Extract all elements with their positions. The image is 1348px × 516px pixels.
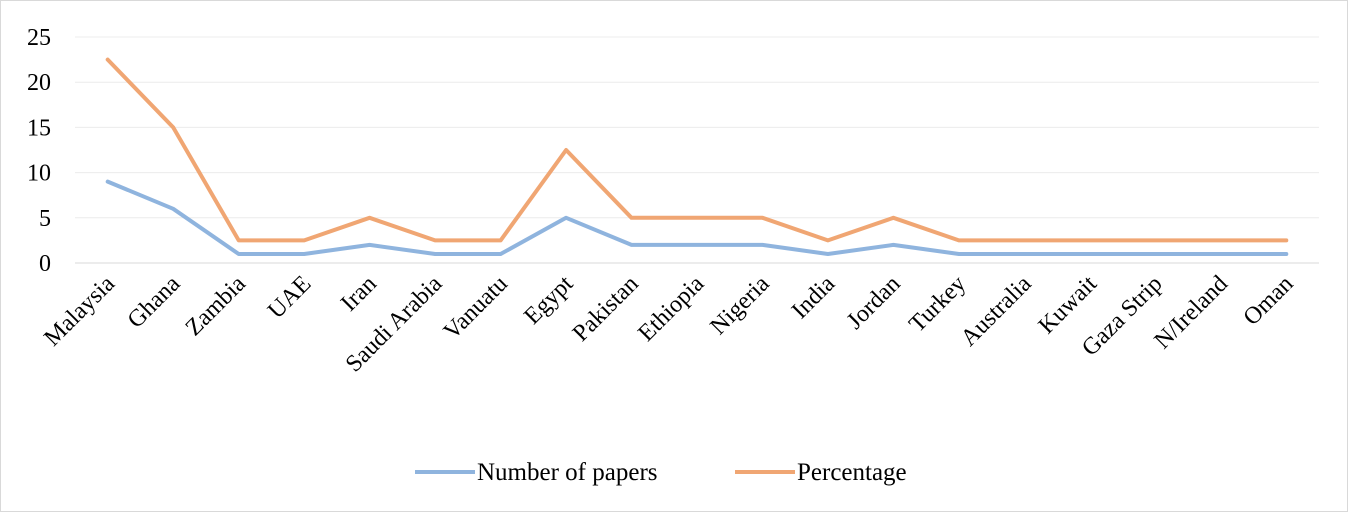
series-line-1 [105, 57, 1289, 243]
x-tick-label: Ghana [123, 271, 186, 334]
y-tick-label: 5 [39, 206, 51, 232]
x-tick-label: Ethiopia [633, 271, 709, 347]
series-lines [105, 57, 1289, 256]
x-tick-label: Oman [1239, 271, 1299, 331]
y-tick-label: 15 [27, 115, 51, 141]
y-tick-label: 10 [27, 161, 51, 187]
series-line-0 [105, 179, 1289, 256]
y-axis-ticks: 0 5 10 15 20 25 [27, 25, 51, 277]
x-tick-label: Jordan [842, 271, 906, 335]
x-tick-label: Malaysia [39, 271, 120, 352]
x-tick-label: N/Ireland [1150, 271, 1233, 354]
x-tick-label: Australia [956, 271, 1037, 352]
legend-label: Percentage [797, 459, 907, 486]
x-tick-label: India [787, 271, 840, 324]
x-tick-label: Egypt [519, 271, 578, 330]
x-tick-label: Vanuatu [439, 271, 513, 345]
x-tick-label: Nigeria [705, 271, 775, 341]
legend: Number of papers Percentage [415, 459, 907, 486]
x-tick-label: Zambia [181, 271, 251, 341]
y-tick-label: 0 [39, 251, 51, 277]
y-tick-label: 20 [27, 70, 51, 96]
legend-label: Number of papers [477, 459, 658, 486]
gridlines [75, 36, 1319, 219]
x-tick-label: Iran [336, 271, 382, 317]
y-tick-label: 25 [27, 25, 51, 51]
x-tick-label: Pakistan [568, 271, 644, 347]
x-tick-label: UAE [263, 271, 316, 324]
